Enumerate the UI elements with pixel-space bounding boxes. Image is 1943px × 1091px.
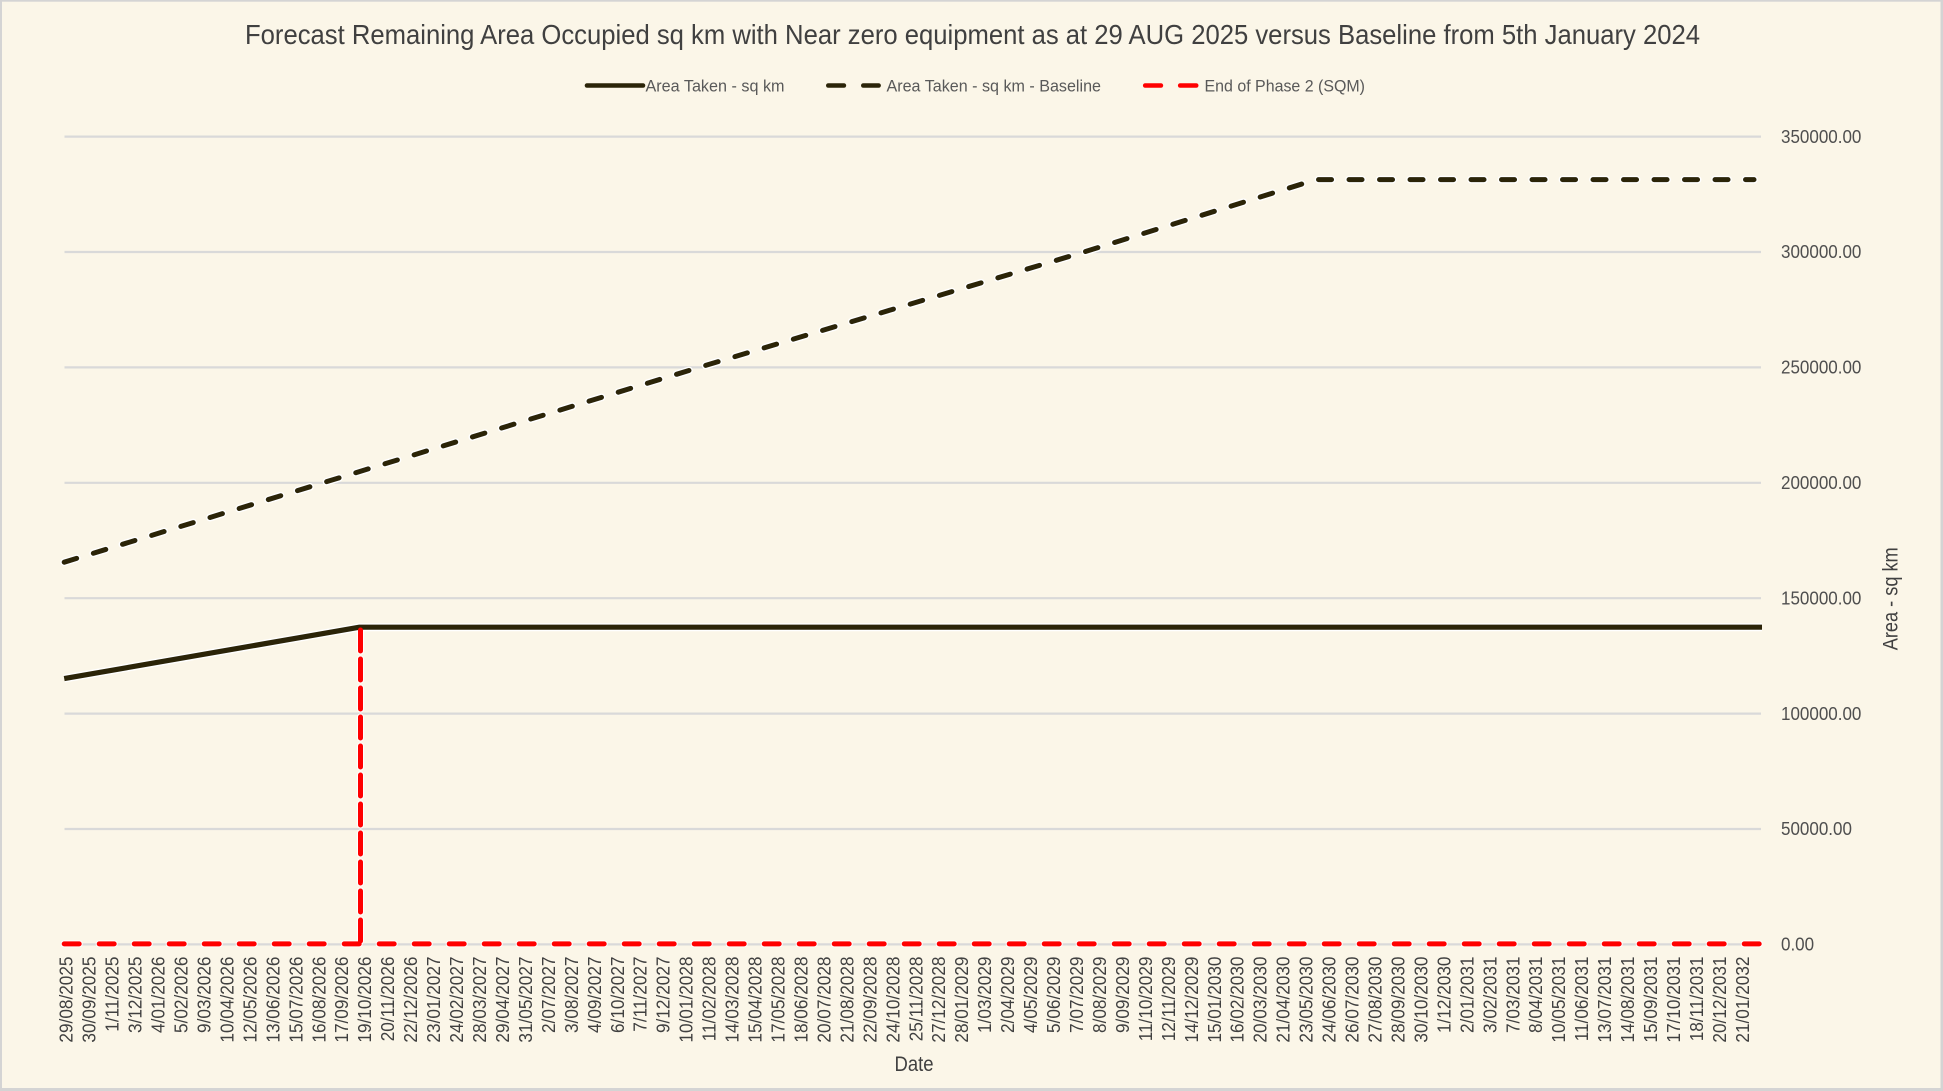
svg-text:9/09/2029: 9/09/2029 bbox=[1113, 957, 1133, 1034]
svg-text:17/10/2031: 17/10/2031 bbox=[1664, 957, 1684, 1043]
svg-text:200000.00: 200000.00 bbox=[1781, 473, 1861, 493]
svg-text:28/03/2027: 28/03/2027 bbox=[470, 957, 490, 1043]
svg-text:11/10/2029: 11/10/2029 bbox=[1136, 957, 1156, 1042]
svg-text:4/05/2029: 4/05/2029 bbox=[1021, 957, 1041, 1034]
svg-text:30/09/2025: 30/09/2025 bbox=[80, 957, 100, 1043]
svg-text:Area Taken - sq km: Area Taken - sq km bbox=[646, 78, 785, 96]
svg-text:11/06/2031: 11/06/2031 bbox=[1572, 957, 1592, 1042]
svg-text:25/11/2028: 25/11/2028 bbox=[906, 957, 926, 1042]
svg-text:3/12/2025: 3/12/2025 bbox=[126, 957, 146, 1034]
svg-text:22/12/2026: 22/12/2026 bbox=[401, 957, 421, 1043]
svg-text:23/05/2030: 23/05/2030 bbox=[1297, 957, 1317, 1043]
svg-text:15/04/2028: 15/04/2028 bbox=[746, 957, 766, 1043]
svg-text:24/10/2028: 24/10/2028 bbox=[883, 957, 903, 1043]
svg-text:13/07/2031: 13/07/2031 bbox=[1595, 957, 1615, 1043]
svg-text:28/09/2030: 28/09/2030 bbox=[1389, 957, 1409, 1043]
svg-text:21/04/2030: 21/04/2030 bbox=[1274, 957, 1294, 1043]
svg-text:15/07/2026: 15/07/2026 bbox=[286, 957, 306, 1043]
svg-text:27/12/2028: 27/12/2028 bbox=[929, 957, 949, 1043]
svg-text:Area Taken - sq km - Baseline: Area Taken - sq km - Baseline bbox=[887, 78, 1102, 96]
svg-text:50000.00: 50000.00 bbox=[1781, 819, 1852, 839]
svg-text:31/05/2027: 31/05/2027 bbox=[516, 957, 536, 1043]
svg-text:26/07/2030: 26/07/2030 bbox=[1343, 957, 1363, 1043]
svg-text:12/05/2026: 12/05/2026 bbox=[240, 957, 260, 1043]
svg-text:21/08/2028: 21/08/2028 bbox=[837, 957, 857, 1043]
svg-text:20/03/2030: 20/03/2030 bbox=[1251, 957, 1271, 1043]
svg-text:300000.00: 300000.00 bbox=[1781, 242, 1861, 262]
svg-text:100000.00: 100000.00 bbox=[1781, 704, 1861, 724]
svg-text:7/07/2029: 7/07/2029 bbox=[1067, 957, 1087, 1034]
svg-text:22/09/2028: 22/09/2028 bbox=[860, 957, 880, 1043]
svg-text:8/04/2031: 8/04/2031 bbox=[1526, 957, 1546, 1034]
svg-text:250000.00: 250000.00 bbox=[1781, 358, 1861, 378]
svg-text:20/12/2031: 20/12/2031 bbox=[1710, 957, 1730, 1043]
svg-text:29/08/2025: 29/08/2025 bbox=[57, 957, 77, 1043]
svg-text:17/09/2026: 17/09/2026 bbox=[332, 957, 352, 1043]
svg-text:1/11/2025: 1/11/2025 bbox=[103, 957, 123, 1032]
svg-text:13/06/2026: 13/06/2026 bbox=[263, 957, 283, 1043]
svg-text:7/03/2031: 7/03/2031 bbox=[1503, 957, 1523, 1034]
svg-text:17/05/2028: 17/05/2028 bbox=[769, 957, 789, 1043]
svg-text:8/08/2029: 8/08/2029 bbox=[1090, 957, 1110, 1034]
svg-text:28/01/2029: 28/01/2029 bbox=[952, 957, 972, 1043]
svg-text:7/11/2027: 7/11/2027 bbox=[631, 957, 651, 1032]
svg-text:19/10/2026: 19/10/2026 bbox=[355, 957, 375, 1043]
svg-text:10/04/2026: 10/04/2026 bbox=[217, 957, 237, 1043]
svg-text:12/11/2029: 12/11/2029 bbox=[1159, 957, 1179, 1042]
svg-text:5/06/2029: 5/06/2029 bbox=[1044, 957, 1064, 1034]
svg-text:23/01/2027: 23/01/2027 bbox=[424, 957, 444, 1043]
svg-text:15/01/2030: 15/01/2030 bbox=[1205, 957, 1225, 1043]
svg-text:27/08/2030: 27/08/2030 bbox=[1366, 957, 1386, 1043]
svg-text:0.00: 0.00 bbox=[1781, 935, 1814, 955]
svg-text:16/02/2030: 16/02/2030 bbox=[1228, 957, 1248, 1043]
svg-text:Area - sq km: Area - sq km bbox=[1880, 547, 1903, 650]
svg-text:20/07/2028: 20/07/2028 bbox=[814, 957, 834, 1043]
svg-text:1/03/2029: 1/03/2029 bbox=[975, 956, 995, 1033]
svg-text:29/04/2027: 29/04/2027 bbox=[493, 957, 513, 1043]
svg-text:2/07/2027: 2/07/2027 bbox=[539, 957, 559, 1034]
svg-text:1/12/2030: 1/12/2030 bbox=[1434, 957, 1454, 1034]
svg-text:350000.00: 350000.00 bbox=[1781, 127, 1861, 147]
svg-text:14/03/2028: 14/03/2028 bbox=[723, 957, 743, 1043]
svg-text:3/08/2027: 3/08/2027 bbox=[562, 957, 582, 1034]
svg-text:10/05/2031: 10/05/2031 bbox=[1549, 957, 1569, 1043]
svg-text:5/02/2026: 5/02/2026 bbox=[172, 957, 192, 1034]
svg-text:24/02/2027: 24/02/2027 bbox=[447, 957, 467, 1043]
svg-text:End of Phase 2 (SQM): End of Phase 2 (SQM) bbox=[1205, 78, 1366, 96]
svg-text:150000.00: 150000.00 bbox=[1781, 588, 1861, 608]
svg-text:Forecast Remaining Area Occupi: Forecast Remaining Area Occupied sq km w… bbox=[245, 19, 1700, 50]
svg-text:18/06/2028: 18/06/2028 bbox=[792, 957, 812, 1043]
svg-text:20/11/2026: 20/11/2026 bbox=[378, 957, 398, 1042]
svg-text:24/06/2030: 24/06/2030 bbox=[1320, 957, 1340, 1043]
svg-text:21/01/2032: 21/01/2032 bbox=[1733, 957, 1753, 1043]
svg-text:11/02/2028: 11/02/2028 bbox=[700, 957, 720, 1042]
svg-text:16/08/2026: 16/08/2026 bbox=[309, 957, 329, 1043]
svg-text:9/03/2026: 9/03/2026 bbox=[195, 957, 215, 1034]
svg-text:6/10/2027: 6/10/2027 bbox=[608, 957, 628, 1034]
svg-text:3/02/2031: 3/02/2031 bbox=[1480, 957, 1500, 1034]
svg-text:14/12/2029: 14/12/2029 bbox=[1182, 957, 1202, 1043]
svg-text:10/01/2028: 10/01/2028 bbox=[677, 957, 697, 1043]
svg-text:Date: Date bbox=[895, 1053, 934, 1076]
svg-text:4/01/2026: 4/01/2026 bbox=[149, 957, 169, 1034]
svg-text:30/10/2030: 30/10/2030 bbox=[1411, 957, 1431, 1043]
svg-text:2/04/2029: 2/04/2029 bbox=[998, 957, 1018, 1034]
svg-text:14/08/2031: 14/08/2031 bbox=[1618, 957, 1638, 1043]
svg-text:9/12/2027: 9/12/2027 bbox=[654, 957, 674, 1034]
svg-text:15/09/2031: 15/09/2031 bbox=[1641, 957, 1661, 1043]
svg-text:4/09/2027: 4/09/2027 bbox=[585, 957, 605, 1034]
svg-text:2/01/2031: 2/01/2031 bbox=[1457, 957, 1477, 1034]
svg-text:18/11/2031: 18/11/2031 bbox=[1687, 957, 1707, 1042]
